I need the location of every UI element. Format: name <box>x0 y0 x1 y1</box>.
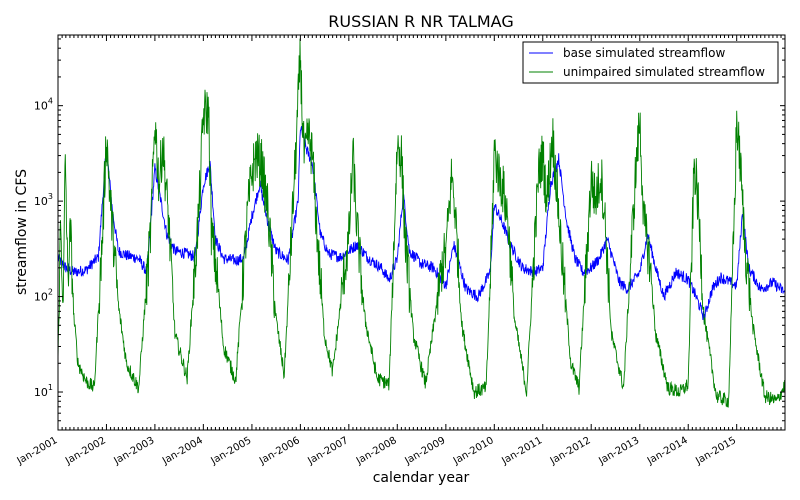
y-tick-label: 103 <box>34 192 53 208</box>
y-tick-label: 102 <box>34 288 53 304</box>
x-tick-label: Jan-2007 <box>305 435 350 467</box>
x-tick-label: Jan-2001 <box>15 435 60 467</box>
x-tick-label: Jan-2015 <box>693 435 738 467</box>
legend-label: unimpaired simulated streamflow <box>563 65 765 79</box>
x-tick-label: Jan-2013 <box>596 435 641 467</box>
x-tick-label: Jan-2005 <box>209 435 254 467</box>
series-line-unimpaired <box>57 38 786 408</box>
x-tick-label: Jan-2008 <box>354 435 399 467</box>
x-tick-label: Jan-2014 <box>645 435 690 467</box>
legend: base simulated streamflow unimpaired simu… <box>522 41 779 84</box>
chart-title: RUSSIAN R NR TALMAG <box>328 12 514 31</box>
legend-box <box>522 41 779 84</box>
x-tick-label: Jan-2009 <box>402 435 447 467</box>
y-tick-label: 104 <box>34 97 53 113</box>
x-axis-label: calendar year <box>373 470 470 486</box>
x-tick-label: Jan-2011 <box>499 435 544 467</box>
y-axis: 101 102 103 104 <box>34 38 785 431</box>
series-line-base <box>57 125 786 323</box>
y-axis-label: streamflow in CFS <box>14 169 30 295</box>
x-tick-label: Jan-2012 <box>548 435 593 467</box>
series-layer <box>57 38 786 408</box>
x-tick-label: Jan-2004 <box>160 435 205 467</box>
x-tick-label: Jan-2006 <box>257 435 302 467</box>
x-tick-label: Jan-2002 <box>63 435 108 467</box>
y-tick-label: 101 <box>34 383 53 399</box>
x-tick-label: Jan-2010 <box>451 435 496 467</box>
plot-area <box>57 34 786 431</box>
legend-label: base simulated streamflow <box>563 46 725 60</box>
x-tick-label: Jan-2003 <box>112 435 157 467</box>
